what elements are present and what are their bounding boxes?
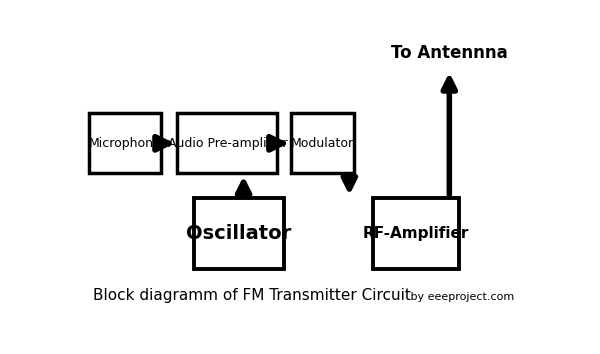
Text: Modulator: Modulator: [291, 137, 354, 150]
FancyBboxPatch shape: [373, 198, 458, 269]
FancyBboxPatch shape: [194, 198, 284, 269]
Text: Block diagramm of FM Transmitter Circuit: Block diagramm of FM Transmitter Circuit: [93, 289, 410, 303]
Text: RF-Amplifier: RF-Amplifier: [362, 226, 469, 241]
Text: Oscillator: Oscillator: [186, 224, 292, 243]
FancyBboxPatch shape: [291, 113, 354, 173]
Text: by eeeproject.com: by eeeproject.com: [407, 292, 515, 302]
Text: To Antennna: To Antennna: [391, 44, 508, 62]
FancyBboxPatch shape: [89, 113, 161, 173]
Text: Microphone: Microphone: [89, 137, 161, 150]
Text: Audio Pre-amplifier: Audio Pre-amplifier: [167, 137, 287, 150]
FancyBboxPatch shape: [178, 113, 277, 173]
